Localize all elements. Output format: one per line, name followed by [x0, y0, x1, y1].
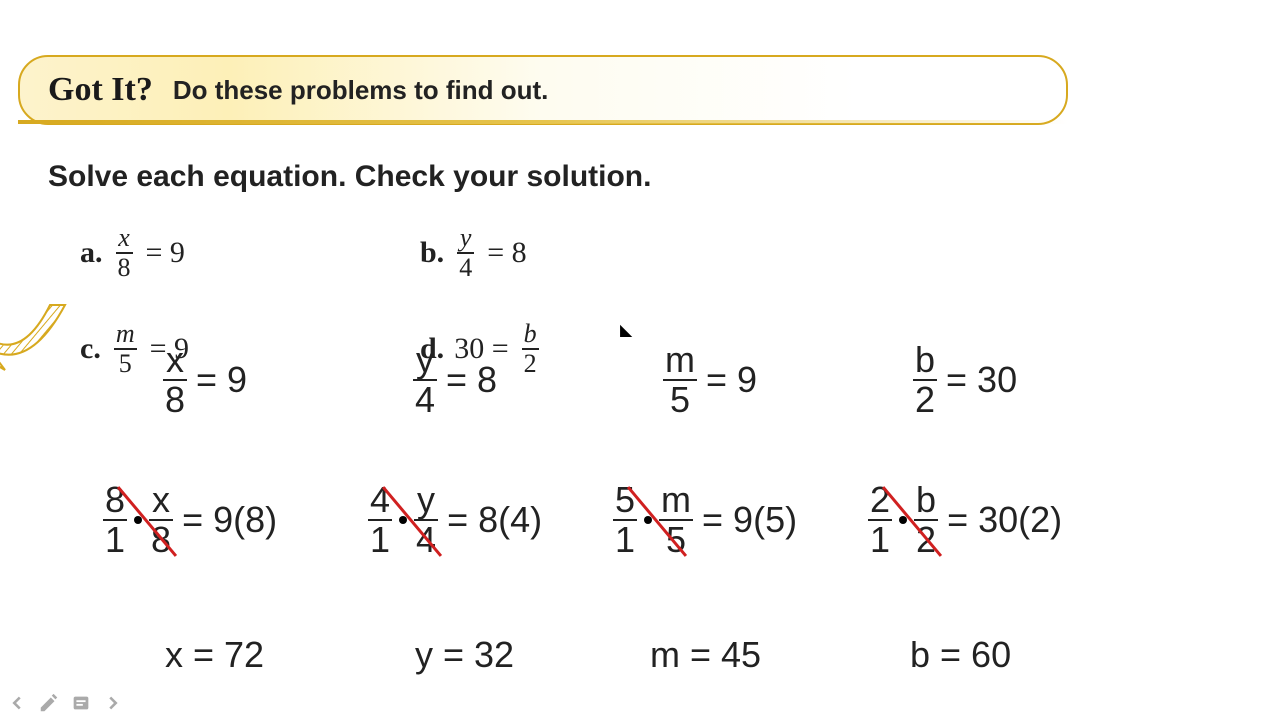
work-cell: 51m5= 9(5): [610, 482, 797, 558]
problem-a: a. x 8 = 9: [80, 225, 420, 281]
problem-label: c.: [80, 332, 101, 366]
problem-label: b.: [420, 236, 444, 270]
fraction: y 4: [457, 225, 474, 281]
banner-underline: [18, 120, 1068, 124]
bottom-toolbar: [6, 692, 124, 714]
work-cell: 21b2= 30(2): [865, 482, 1062, 558]
got-it-banner: Got It? Do these problems to find out.: [18, 55, 1068, 125]
answer-cell: y = 32: [415, 634, 514, 676]
work-cell: y4= 8: [410, 342, 497, 418]
fraction: m 5: [114, 321, 137, 377]
curved-arrow-icon: [0, 300, 70, 410]
work-cell: b2= 30: [910, 342, 1017, 418]
work-cell: 81x8= 9(8): [100, 482, 277, 558]
instruction-text: Solve each equation. Check your solution…: [48, 160, 651, 194]
arrow-left-icon[interactable]: [6, 692, 28, 714]
work-cell: m5= 9: [660, 342, 757, 418]
problem-label: a.: [80, 236, 103, 270]
problem-c: c. m 5 = 9: [80, 321, 420, 377]
fraction: b 2: [522, 321, 539, 377]
answer-cell: x = 72: [165, 634, 264, 676]
work-cell: x8= 9: [160, 342, 247, 418]
answer-cell: m = 45: [650, 634, 761, 676]
fraction: x 8: [116, 225, 133, 281]
pencil-icon[interactable]: [38, 692, 60, 714]
work-cell: 41y4= 8(4): [365, 482, 542, 558]
arrow-right-icon[interactable]: [102, 692, 124, 714]
cursor-icon: ◣: [620, 320, 632, 340]
equals: = 8: [487, 236, 526, 270]
banner-title: Got It?: [48, 71, 153, 109]
note-icon[interactable]: [70, 692, 92, 714]
answer-cell: b = 60: [910, 634, 1011, 676]
equals: = 9: [146, 236, 185, 270]
banner-subtitle: Do these problems to find out.: [173, 75, 549, 106]
problem-b: b. y 4 = 8: [420, 225, 760, 281]
